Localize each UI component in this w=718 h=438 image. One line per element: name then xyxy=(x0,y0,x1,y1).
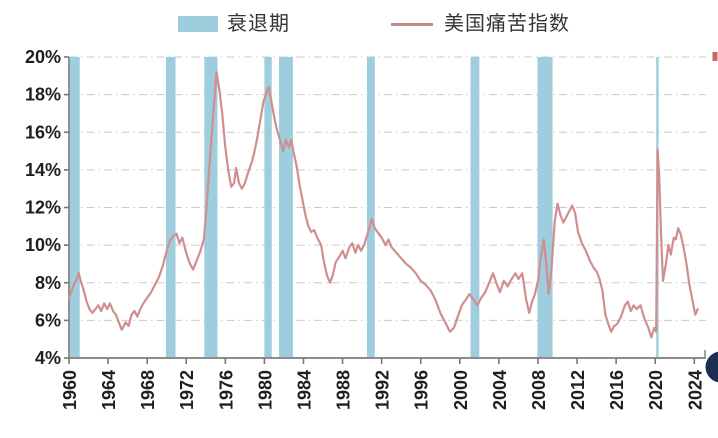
recession-band xyxy=(537,57,553,358)
x-axis-label: 1996 xyxy=(412,370,432,410)
y-axis-label: 12% xyxy=(25,198,61,218)
x-axis-label: 2016 xyxy=(607,370,627,410)
x-axis-label: 1992 xyxy=(373,370,393,410)
recession-band xyxy=(204,57,218,358)
y-axis-label: 8% xyxy=(35,273,61,293)
legend-item-recession: 衰退期 xyxy=(178,13,290,35)
y-axis-label: 16% xyxy=(25,122,61,142)
x-axis-label: 1968 xyxy=(138,370,158,410)
watermark-circle-cropped xyxy=(705,351,718,383)
y-axis-label: 20% xyxy=(25,47,61,67)
x-axis-label: 2020 xyxy=(646,370,666,410)
line-swatch-icon xyxy=(391,22,433,26)
right-edge-red-mark xyxy=(712,52,718,61)
legend-item-misery-index: 美国痛苦指数 xyxy=(391,13,570,35)
recession-band xyxy=(165,57,176,358)
x-axis-label: 1988 xyxy=(334,370,354,410)
legend: 衰退期 美国痛苦指数 xyxy=(0,0,718,40)
y-axis-label: 4% xyxy=(35,348,61,368)
x-axis-label: 1960 xyxy=(60,370,80,410)
recession-band xyxy=(279,57,293,358)
x-axis-label: 1984 xyxy=(294,370,314,410)
y-axis-label: 14% xyxy=(25,160,61,180)
y-axis-label: 10% xyxy=(25,235,61,255)
x-axis-label: 1964 xyxy=(99,370,119,410)
legend-recession-label: 衰退期 xyxy=(227,13,290,35)
legend-series-label: 美国痛苦指数 xyxy=(444,13,570,35)
y-axis-label: 6% xyxy=(35,310,61,330)
recession-band xyxy=(366,57,375,358)
x-axis-label: 1980 xyxy=(255,370,275,410)
x-axis-label: 2004 xyxy=(490,370,510,410)
recession-band xyxy=(264,57,272,358)
x-axis-label: 1972 xyxy=(177,370,197,410)
recession-band xyxy=(470,57,480,358)
x-axis-label: 2012 xyxy=(568,370,588,410)
x-axis-label: 1976 xyxy=(216,370,236,410)
misery-index-line xyxy=(67,71,699,339)
x-axis-label: 2008 xyxy=(529,370,549,410)
x-axis-label: 2024 xyxy=(685,370,705,410)
recession-swatch-icon xyxy=(178,16,218,32)
y-axis-label: 18% xyxy=(25,85,61,105)
x-axis-label: 2000 xyxy=(451,370,471,410)
recession-band xyxy=(69,57,80,358)
